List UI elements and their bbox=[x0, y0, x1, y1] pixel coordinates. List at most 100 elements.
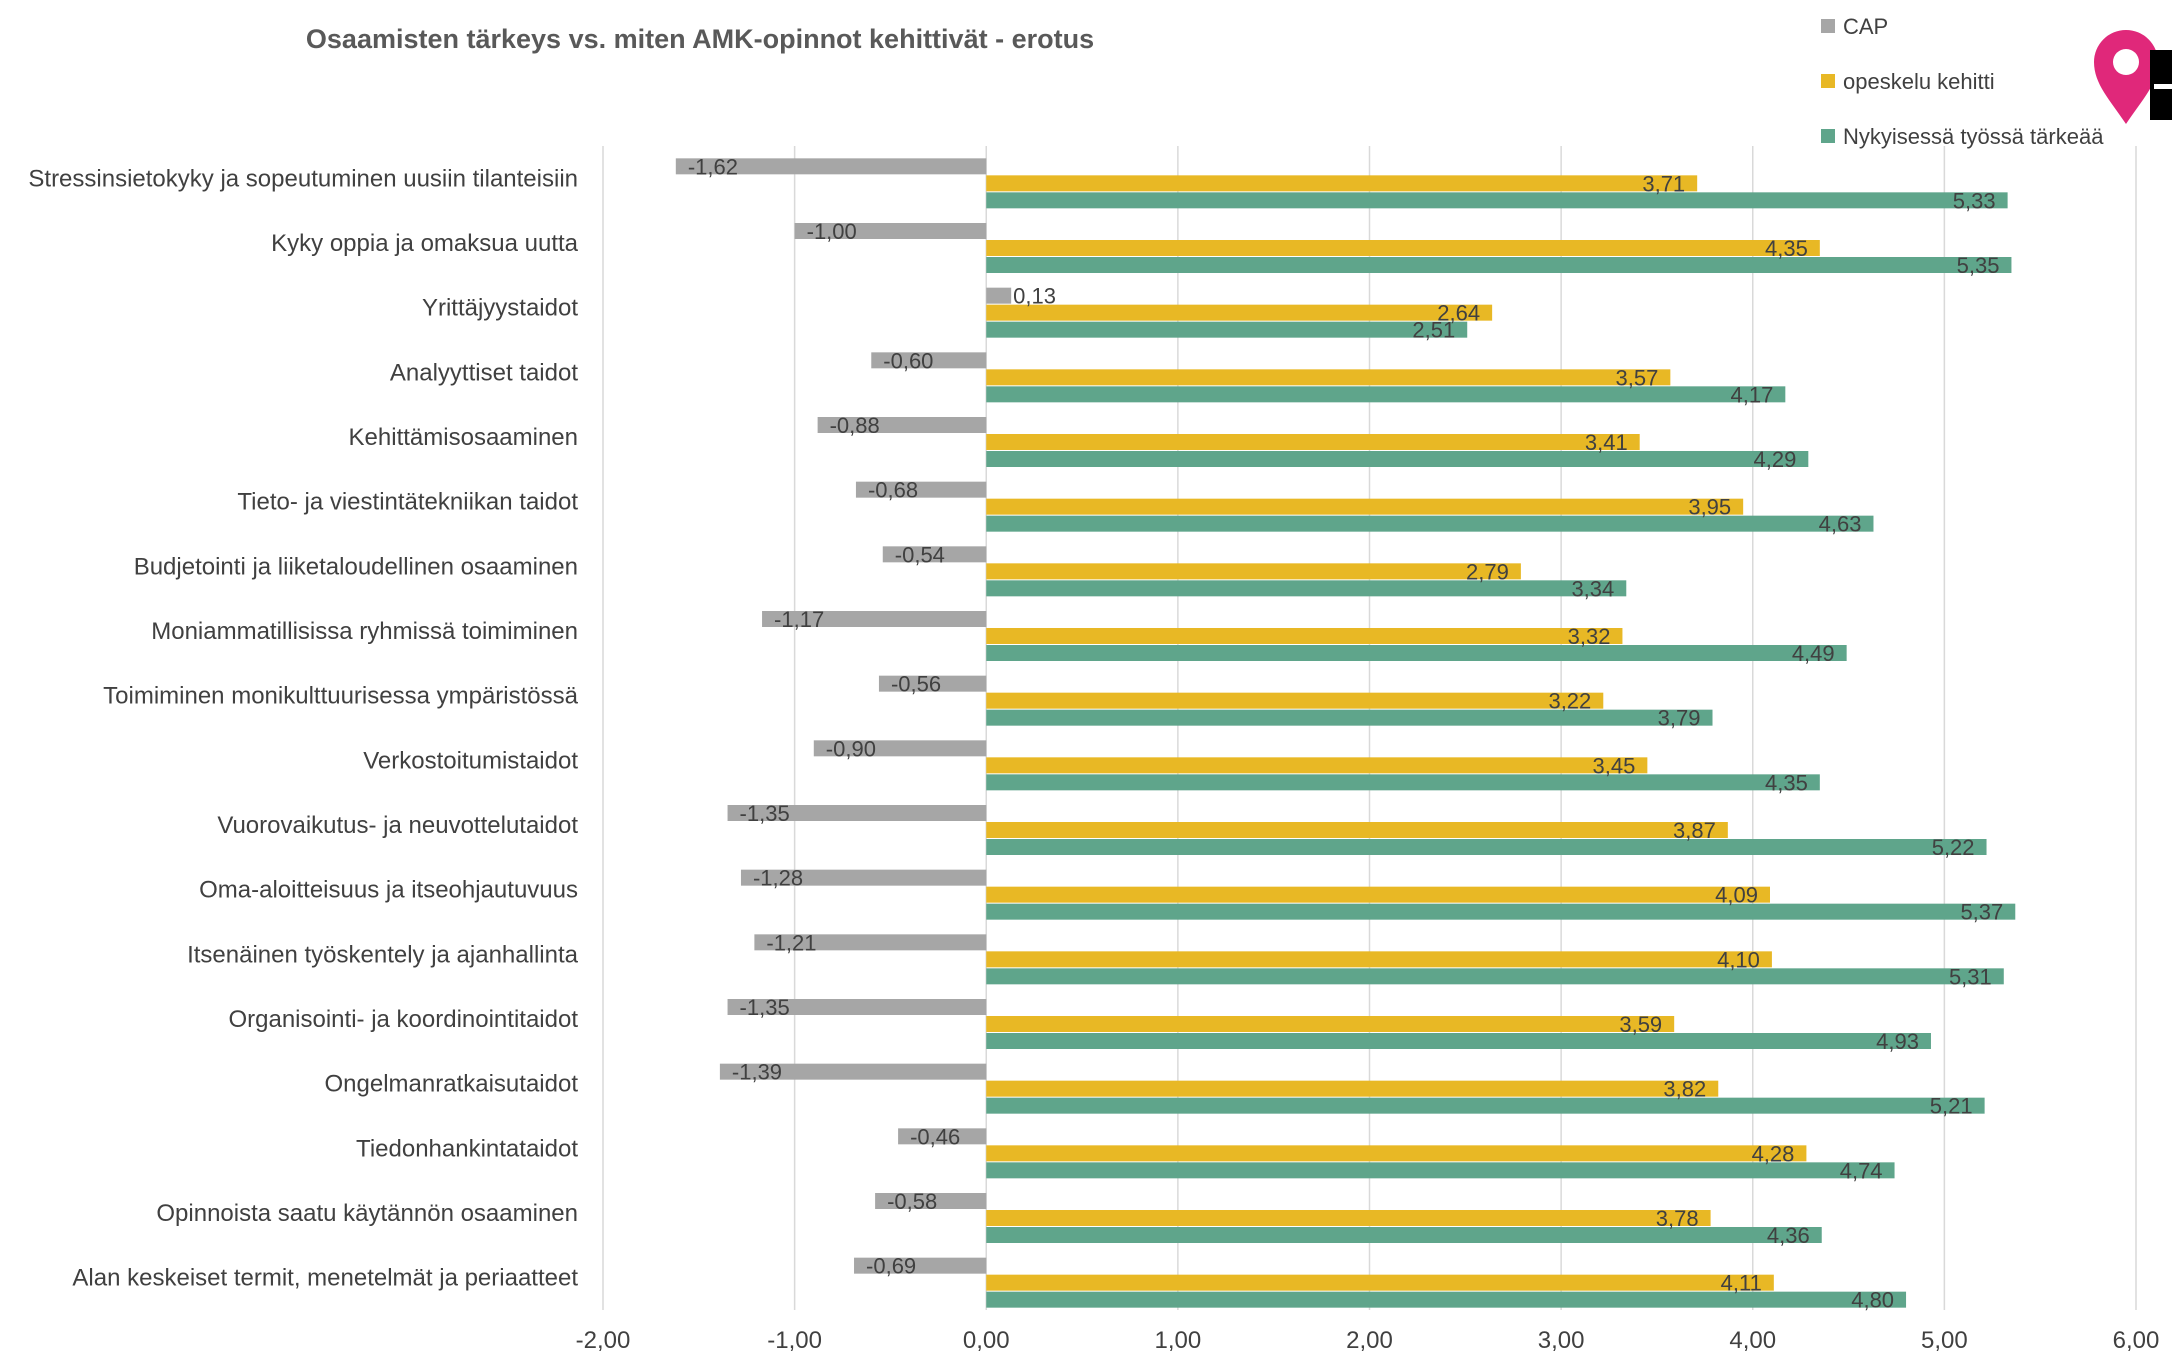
bar bbox=[898, 1128, 987, 1145]
chart-title: Osaamisten tärkeys vs. miten AMK-opinnot… bbox=[306, 24, 1094, 54]
bar bbox=[855, 481, 987, 498]
logo-pin-hole bbox=[2113, 49, 2139, 75]
x-tick-label: 0,00 bbox=[963, 1327, 1010, 1354]
bar bbox=[675, 158, 987, 175]
x-tick-label: 2,00 bbox=[1346, 1327, 1393, 1354]
data-label: 4,63 bbox=[1819, 512, 1862, 537]
bar bbox=[986, 257, 2012, 273]
data-label: -0,54 bbox=[895, 542, 945, 567]
data-label: -1,35 bbox=[740, 801, 790, 826]
bar bbox=[986, 774, 1820, 791]
bar bbox=[986, 434, 1640, 450]
category-labels: Stressinsietokyky ja sopeutuminen uusiin… bbox=[28, 165, 578, 1291]
bar bbox=[986, 1033, 1931, 1049]
data-label: 3,22 bbox=[1548, 689, 1591, 714]
bar bbox=[762, 611, 987, 627]
logo-pin-icon bbox=[2094, 30, 2158, 124]
data-label: 2,64 bbox=[1437, 301, 1480, 326]
data-label: 0,13 bbox=[1013, 284, 1056, 309]
category-label: Organisointi- ja koordinointitaidot bbox=[228, 1006, 578, 1033]
data-label: 4,09 bbox=[1715, 883, 1758, 908]
gridlines bbox=[602, 146, 2137, 1310]
bar bbox=[986, 645, 1847, 661]
legend-swatch-nykyisessa bbox=[1821, 129, 1835, 143]
category-label: Tiedonhankintataidot bbox=[356, 1135, 578, 1162]
bar bbox=[986, 304, 1493, 321]
category-label: Stressinsietokyky ja sopeutuminen uusiin… bbox=[28, 165, 578, 192]
data-label: -0,46 bbox=[910, 1124, 960, 1149]
data-label: 3,79 bbox=[1658, 706, 1701, 731]
data-label: 2,51 bbox=[1412, 318, 1455, 343]
bar bbox=[986, 1097, 1985, 1114]
bars bbox=[675, 158, 2016, 1308]
legend-swatch-opeskelu bbox=[1821, 74, 1835, 88]
x-tick-label: -1,00 bbox=[767, 1327, 822, 1354]
data-label: 4,93 bbox=[1876, 1029, 1919, 1054]
bar bbox=[986, 1291, 1907, 1308]
data-label: 3,57 bbox=[1616, 365, 1659, 390]
data-label: 3,32 bbox=[1568, 624, 1611, 649]
bar bbox=[986, 968, 2004, 985]
bar bbox=[986, 1227, 1822, 1243]
data-label: 3,82 bbox=[1663, 1077, 1706, 1102]
bar bbox=[986, 515, 1874, 532]
data-label: 4,10 bbox=[1717, 947, 1760, 972]
category-label: Moniammatillisissa ryhmissä toimiminen bbox=[151, 618, 578, 645]
data-label: -0,56 bbox=[891, 672, 941, 697]
legend-label-opeskelu: opeskelu kehitti bbox=[1843, 69, 1995, 94]
x-tick-label: 3,00 bbox=[1538, 1327, 1585, 1354]
bar bbox=[986, 692, 1604, 709]
category-label: Itsenäinen työskentely ja ajanhallinta bbox=[187, 941, 579, 968]
bar bbox=[986, 451, 1809, 467]
data-label: 4,36 bbox=[1767, 1223, 1810, 1248]
bar bbox=[986, 886, 1770, 903]
bar bbox=[986, 175, 1698, 192]
legend-label-cap: CAP bbox=[1843, 14, 1888, 39]
bar bbox=[882, 546, 987, 563]
data-label: 5,21 bbox=[1930, 1094, 1973, 1119]
bar bbox=[986, 386, 1786, 403]
category-label: Budjetointi ja liiketaloudellinen osaami… bbox=[134, 553, 578, 580]
bar bbox=[986, 192, 2008, 209]
category-label: Verkostoitumistaidot bbox=[363, 747, 578, 774]
data-label: -1,17 bbox=[774, 607, 824, 632]
x-tick-label: -2,00 bbox=[576, 1327, 631, 1354]
bar bbox=[986, 1162, 1895, 1179]
data-label: -0,68 bbox=[868, 478, 918, 503]
data-label: 2,79 bbox=[1466, 559, 1509, 584]
bar bbox=[871, 352, 987, 369]
data-label: 5,37 bbox=[1960, 900, 2003, 925]
bar bbox=[986, 287, 1012, 304]
bar bbox=[986, 321, 1468, 338]
data-label: 5,33 bbox=[1953, 188, 1996, 213]
legend-swatch-cap bbox=[1821, 19, 1835, 33]
bar bbox=[986, 628, 1623, 644]
data-label: 4,29 bbox=[1753, 447, 1796, 472]
bar bbox=[986, 1210, 1711, 1226]
data-label: 3,95 bbox=[1688, 495, 1731, 520]
bar bbox=[986, 1080, 1719, 1097]
x-tick-label: 4,00 bbox=[1729, 1327, 1776, 1354]
bar bbox=[986, 951, 1772, 968]
bar bbox=[986, 757, 1648, 774]
legend: CAP opeskelu kehitti Nykyisessä työssä t… bbox=[1821, 14, 2104, 149]
data-label: 3,34 bbox=[1571, 576, 1614, 601]
bar bbox=[986, 580, 1627, 597]
category-label: Ongelmanratkaisutaidot bbox=[325, 1071, 579, 1098]
category-label: Alan keskeiset termit, menetelmät ja per… bbox=[72, 1265, 578, 1292]
bar bbox=[986, 709, 1713, 726]
data-label: -0,58 bbox=[887, 1189, 937, 1214]
bar bbox=[986, 1145, 1807, 1162]
category-label: Yrittäjyystaidot bbox=[422, 295, 578, 322]
bar bbox=[754, 934, 987, 951]
bar bbox=[727, 805, 987, 821]
x-tick-label: 6,00 bbox=[2113, 1327, 2160, 1354]
data-label: -1,35 bbox=[740, 995, 790, 1020]
x-tick-labels: -2,00 -1,00 0,00 1,00 2,00 3,00 4,00 5,00 6,00 bbox=[576, 1327, 2160, 1354]
data-label: 4,35 bbox=[1765, 770, 1808, 795]
bar bbox=[854, 1257, 987, 1274]
logo-letter-bar bbox=[2154, 84, 2172, 89]
bar bbox=[986, 563, 1521, 580]
bar bbox=[986, 369, 1671, 386]
data-label: 3,41 bbox=[1585, 430, 1628, 455]
